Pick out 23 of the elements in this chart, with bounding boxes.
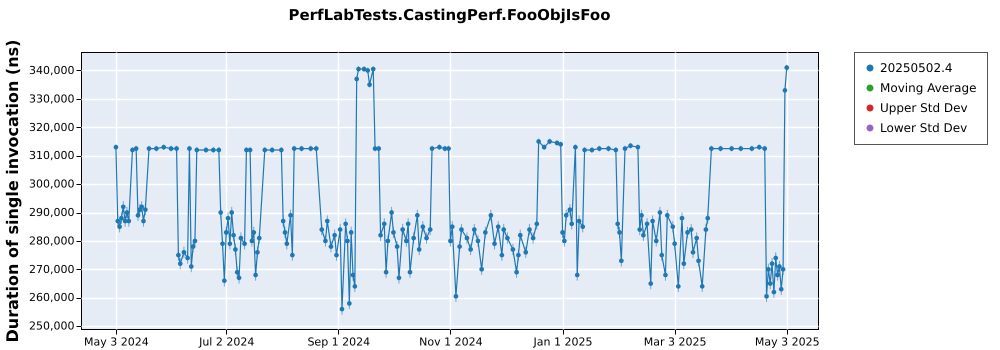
legend-label: Lower Std Dev	[880, 121, 968, 135]
x-tick-label: Jan 1 2025	[532, 336, 593, 348]
x-tick-label: May 3 2024	[84, 336, 149, 348]
y-tick-label: 340,000	[29, 64, 74, 77]
legend-label: 20250502.4	[880, 61, 953, 75]
y-tick-label: 320,000	[29, 120, 74, 134]
x-tick-label: May 3 2025	[754, 336, 820, 348]
y-tick-label: 270,000	[29, 262, 74, 276]
y-tick-label: 290,000	[29, 206, 74, 220]
y-tick-label: 250,000	[29, 320, 74, 333]
x-tick-label: Jul 2 2024	[198, 336, 254, 348]
x-tick-label: Mar 3 2025	[644, 336, 707, 348]
x-tick-label: Nov 1 2024	[419, 336, 483, 348]
y-tick-label: 300,000	[29, 178, 74, 191]
x-tick-label: Sep 1 2024	[307, 336, 370, 348]
y-axis-title: Duration of single invocation (ns)	[3, 40, 22, 342]
y-tick-label: 280,000	[29, 234, 74, 248]
chart-title: PerfLabTests.CastingPerf.FooObjIsFoo	[288, 6, 611, 24]
legend-label: Moving Average	[880, 81, 976, 95]
y-tick-label: 260,000	[29, 291, 74, 304]
legend-label: Upper Std Dev	[880, 101, 968, 115]
y-tick-label: 310,000	[29, 149, 74, 162]
y-tick-label: 330,000	[29, 92, 74, 106]
